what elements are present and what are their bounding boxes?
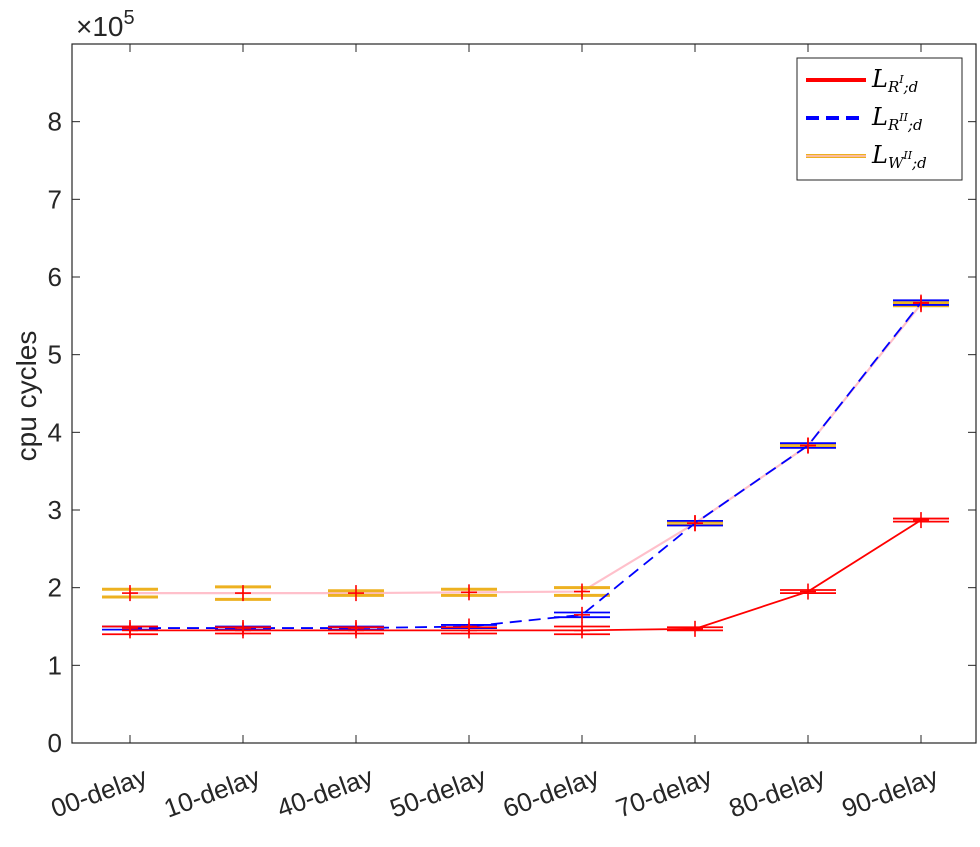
y-axis-title: cpu cycles	[11, 331, 42, 462]
x-tick-label: 40-delay	[273, 761, 377, 823]
data-point	[348, 622, 364, 639]
data-point	[800, 437, 816, 454]
exponent-base: ×10	[76, 11, 124, 42]
series-0	[102, 512, 949, 639]
data-point	[913, 294, 929, 311]
legend-label: LRII;d	[871, 103, 923, 134]
data-point	[461, 622, 477, 639]
series-line	[130, 302, 922, 629]
legend-label: LWII;d	[871, 141, 927, 172]
legend-item: LWII;d	[806, 141, 927, 172]
y-tick-label: 3	[48, 495, 62, 525]
data-point	[235, 622, 251, 639]
data-point	[687, 515, 703, 532]
legend-item: LRI;d	[806, 65, 918, 96]
y-axis-exponent: ×105	[76, 7, 135, 42]
y-tick-label: 2	[48, 573, 62, 603]
data-point	[574, 606, 590, 623]
data-point	[913, 512, 929, 529]
data-point	[122, 622, 138, 639]
x-tick-label: 60-delay	[499, 761, 603, 823]
legend: LRI;d LRII;d LWII;d	[796, 57, 963, 181]
x-tick-label: 70-delay	[612, 761, 716, 823]
x-tick-label: 80-delay	[725, 761, 829, 823]
exponent-power: 5	[124, 7, 135, 29]
y-tick-label: 4	[48, 417, 62, 447]
y-tick-label: 8	[48, 107, 62, 137]
data-point	[348, 585, 364, 602]
x-tick-label: 90-delay	[838, 761, 942, 823]
series-line	[130, 519, 922, 632]
y-tick-label: 1	[48, 650, 62, 680]
data-point	[122, 585, 138, 602]
legend-label: LRI;d	[871, 65, 918, 96]
data-point	[574, 622, 590, 639]
x-tick-label: 50-delay	[386, 761, 490, 823]
y-axis: 0 1 2 3 4 5 6 7 8	[48, 107, 976, 758]
data-point	[235, 585, 251, 602]
legend-item: LRII;d	[806, 103, 923, 134]
y-tick-label: 6	[48, 262, 62, 292]
y-tick-label: 5	[48, 340, 62, 370]
y-tick-label: 7	[48, 184, 62, 214]
x-tick-label: 00-delay	[47, 761, 151, 823]
x-tick-label: 10-delay	[160, 761, 264, 823]
svg-text:×105: ×105	[76, 7, 135, 42]
series-layer	[102, 294, 949, 639]
y-tick-label: 0	[48, 728, 62, 758]
data-point	[461, 584, 477, 601]
data-point	[800, 583, 816, 600]
data-point	[574, 583, 590, 600]
data-point	[687, 620, 703, 637]
